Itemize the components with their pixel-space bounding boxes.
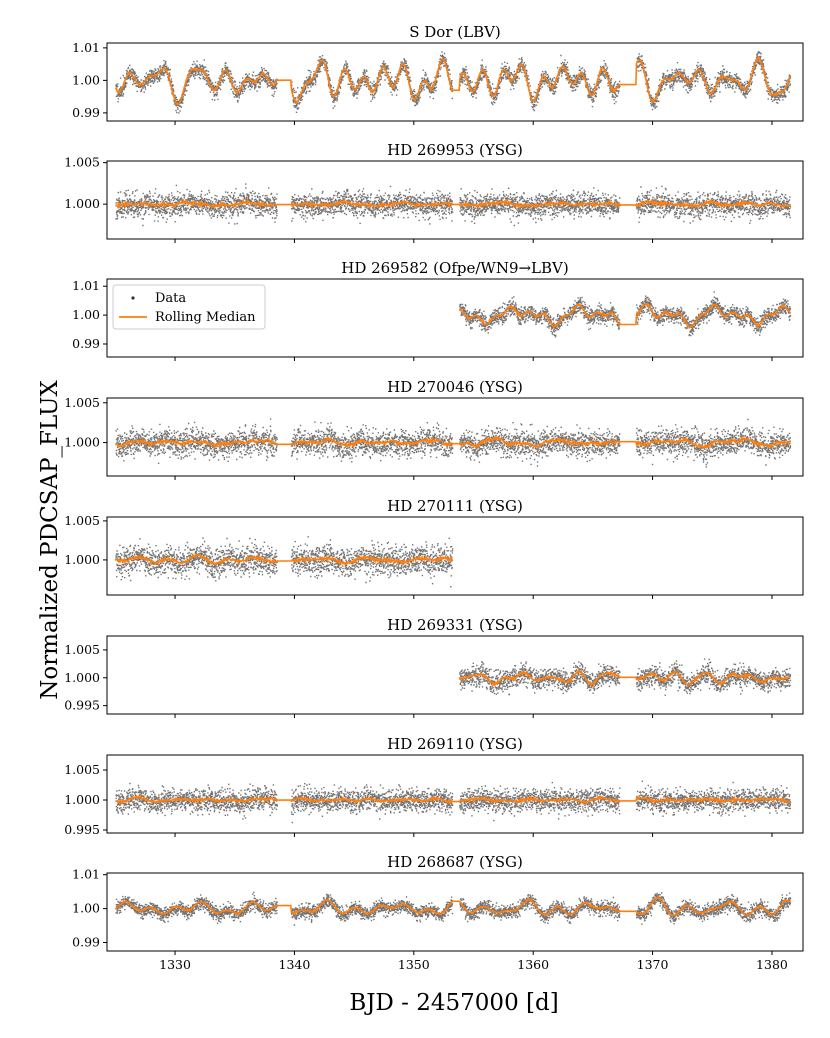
panel-title: HD 269953 (YSG) [387,141,523,159]
y-tick-label: 1.000 [64,435,100,450]
y-tick-label: 1.000 [64,552,100,567]
y-tick-label: 1.005 [64,513,100,528]
panel-7: HD 269110 (YSG) 0.995 1.000 1.005 [64,735,804,837]
y-tick-label: 1.000 [64,670,100,685]
panel-6: HD 269331 (YSG) 0.995 1.000 1.005 [64,616,804,718]
data-scatter [459,658,792,696]
data-scatter [459,291,792,338]
x-tick-label: 1360 [517,957,549,972]
panel-8: HD 268687 (YSG) 0.99 1.00 1.01 1330 1340 1350 1… [72,853,804,972]
axes-frame [106,516,804,596]
panel-4: HD 270046 (YSG) 1.000 1.005 [64,378,804,480]
rolling-median-line [115,793,791,806]
axes-frame [106,754,804,834]
axes-frame [106,278,804,358]
data-scatter [115,183,792,227]
data-points [114,891,792,926]
data-points [114,183,792,227]
x-tick-label: 1330 [159,957,191,972]
legend-data-marker [131,296,135,300]
y-tick-label: 1.00 [72,901,100,916]
y-tick-label: 1.005 [64,642,100,657]
data-points [115,780,792,824]
y-tick-label: 1.005 [64,762,100,777]
y-axis-label: Normalized PDCSAP_FLUX [37,380,63,700]
axes-frame [106,635,804,715]
panel-title: HD 268687 (YSG) [387,853,523,871]
panel-3: HD 269582 (Ofpe/WN9→LBV) 0.99 1.00 1.01 Data… [72,259,804,361]
data-scatter [115,536,454,588]
data-points [458,658,792,696]
y-tick-label: 1.01 [72,278,100,293]
y-tick-label: 1.00 [72,307,100,322]
legend: Data Rolling Median [112,284,266,330]
axes-frame [106,42,804,122]
y-tick-label: 1.01 [72,40,100,55]
legend-label-median: Rolling Median [155,310,256,325]
x-tick-label: 1380 [756,957,788,972]
legend-box [112,284,266,330]
y-tick-label: 0.995 [64,698,100,713]
panel-title: HD 270111 (YSG) [387,497,523,515]
panel-title: HD 269110 (YSG) [387,735,523,753]
rolling-median-line [458,302,791,329]
panel-title: HD 270046 (YSG) [387,378,523,396]
data-scatter [115,780,792,824]
y-tick-label: 0.995 [64,822,100,837]
panel-title: S Dor (LBV) [409,23,501,41]
axes-frame [106,872,804,952]
legend-label-data: Data [155,291,186,306]
y-tick-label: 0.99 [72,336,100,351]
data-points [458,291,792,338]
panels-group: S Dor (LBV) 0.99 1.00 1.01 HD 269953 (YSG) 1.… [64,23,804,972]
data-points [115,418,792,468]
panel-2: HD 269953 (YSG) 1.000 1.005 [64,141,804,243]
rolling-median-line [114,896,791,918]
rolling-median-line [458,668,790,688]
x-tick-label: 1340 [279,957,311,972]
data-scatter [115,891,792,926]
panel-5: HD 270111 (YSG) 1.000 1.005 [64,497,804,599]
rolling-median-line [114,197,791,210]
y-tick-label: 1.000 [64,792,100,807]
rolling-median-line [115,435,791,450]
axes-frame [106,160,804,240]
y-tick-label: 1.01 [72,867,100,882]
axes-frame [106,397,804,477]
y-tick-label: 1.00 [72,72,100,87]
panel-1: S Dor (LBV) 0.99 1.00 1.01 [72,23,804,125]
panel-title: HD 269582 (Ofpe/WN9→LBV) [341,259,568,277]
data-scatter [115,418,792,468]
rolling-median-line [114,552,453,566]
y-tick-label: 1.005 [64,395,100,410]
rolling-median-line [114,55,791,106]
panel-title: HD 269331 (YSG) [387,616,523,634]
data-points [114,51,792,114]
data-points [114,536,454,588]
x-tick-label: 1370 [637,957,669,972]
y-tick-label: 0.99 [72,105,100,120]
y-tick-label: 1.000 [64,196,100,211]
x-axis-label: BJD - 2457000 [d] [349,990,558,1016]
y-tick-label: 0.99 [72,935,100,950]
x-tick-label: 1350 [398,957,430,972]
y-tick-label: 1.005 [64,155,100,170]
